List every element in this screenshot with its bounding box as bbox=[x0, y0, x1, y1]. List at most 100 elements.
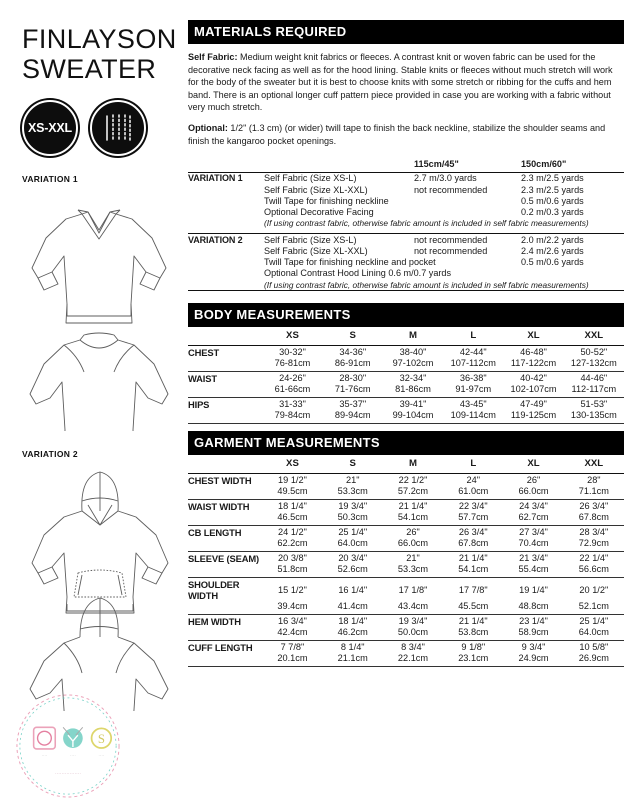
fabric-header-blank-2 bbox=[264, 158, 414, 172]
garment-size-header-xs: XS bbox=[286, 458, 299, 470]
garment-cell-metric: 72.9cm bbox=[578, 538, 609, 549]
garment-cell-metric: 26.9cm bbox=[578, 653, 609, 664]
body-cell: 38-40" bbox=[382, 344, 444, 358]
fabric-amount-150: 2.0 m/2.2 yards bbox=[521, 233, 624, 246]
garment-row-label-metric bbox=[188, 627, 262, 641]
body-cell-metric: 102-107cm bbox=[510, 383, 557, 394]
body-size-header-xl: XL bbox=[527, 329, 540, 341]
fabric-group-spacer bbox=[188, 245, 264, 256]
table-row: 51.8cm 52.6cm 53.3cm 54.1cm 55.4cm 56.6c… bbox=[188, 564, 624, 578]
garment-row-label: CB LENGTH bbox=[188, 525, 263, 539]
garment-cell-metric: 67.8cm bbox=[578, 512, 609, 523]
garment-cell: 8 1/4" bbox=[322, 640, 383, 654]
fabric-amount-150: 2.4 m/2.6 yards bbox=[521, 245, 584, 256]
garment-cell-metric: 46.5cm bbox=[277, 512, 308, 523]
self-fabric-label: Self Fabric: bbox=[188, 52, 238, 62]
body-cell-metric: 127-132cm bbox=[570, 357, 617, 368]
body-cell-metric: 112-117cm bbox=[571, 383, 617, 394]
table-row: Optional Contrast Hood Lining 0.6 m/0.7 … bbox=[188, 268, 624, 279]
fabric-group-spacer bbox=[188, 195, 264, 206]
body-row-label: CHEST bbox=[188, 344, 263, 358]
body-row-label-metric bbox=[188, 384, 262, 398]
fabric-amount-150: 0.5 m/0.6 yards bbox=[521, 195, 584, 206]
garment-cell-metric: 54.1cm bbox=[397, 512, 429, 523]
optional-text: 1/2" (1.3 cm) (or wider) twill tape to f… bbox=[188, 122, 606, 146]
garment-row-label: CUFF LENGTH bbox=[188, 640, 263, 654]
garment-cell: 26" bbox=[382, 525, 444, 539]
fabric-amount-150: 2.3 m/2.5 yards bbox=[521, 171, 624, 184]
fabric-table-header-row: 115cm/45" 150cm/60" bbox=[188, 158, 624, 172]
body-size-header-s: S bbox=[349, 329, 356, 341]
garment-cell-metric: 57.2cm bbox=[397, 486, 429, 497]
garment-cell: 21 1/4" bbox=[443, 551, 504, 565]
svg-text:················: ················ bbox=[55, 771, 81, 776]
garment-cell: 21" bbox=[322, 473, 383, 487]
body-cell: 44-46" bbox=[563, 370, 624, 384]
garment-cell-metric: 54.1cm bbox=[458, 564, 489, 575]
garment-cell: 16 1/4" bbox=[322, 577, 383, 602]
garment-row-label-metric bbox=[188, 512, 262, 526]
body-cell: 39-41" bbox=[382, 396, 444, 410]
fabric-amount-150: 2.3 m/2.5 yards bbox=[521, 184, 584, 195]
garment-cell: 8 3/4" bbox=[382, 640, 444, 654]
garment-cell-metric: 48.8cm bbox=[518, 601, 549, 612]
table-row: (If using contrast fabric, otherwise fab… bbox=[188, 218, 624, 229]
garment-row-label-metric bbox=[188, 538, 262, 552]
fabric-item: Self Fabric (Size XS-L) bbox=[264, 233, 414, 246]
garment-size-header-blank bbox=[188, 455, 262, 474]
svg-text:····: ···· bbox=[70, 753, 76, 758]
variation-2-label: VARIATION 2 bbox=[22, 449, 78, 459]
body-size-header-l: L bbox=[470, 329, 477, 341]
garment-cell: 19 1/2" bbox=[262, 473, 323, 487]
table-row: (If using contrast fabric, otherwise fab… bbox=[188, 279, 624, 291]
garment-cell: 28 3/4" bbox=[563, 525, 624, 539]
body-cell-metric: 81-86cm bbox=[395, 383, 431, 394]
garment-cell-metric: 53.8cm bbox=[458, 627, 489, 638]
fabric-group-spacer bbox=[188, 184, 264, 195]
garment-table-bottom-rule bbox=[188, 666, 624, 668]
table-row: Self Fabric (Size XL-XXL) not recommende… bbox=[188, 245, 624, 256]
body-cell-metric: 109-114cm bbox=[450, 409, 496, 420]
table-row: Twill Tape for finishing neckline 0.5 m/… bbox=[188, 195, 624, 206]
body-size-header-m: M bbox=[408, 329, 417, 341]
garment-cell-metric: 20.1cm bbox=[277, 653, 308, 664]
garment-cell-metric: 42.4cm bbox=[277, 627, 308, 638]
garment-cell: 20 3/4" bbox=[322, 551, 383, 565]
body-cell-metric: 119-125cm bbox=[510, 409, 557, 420]
fabric-group-spacer bbox=[188, 268, 264, 279]
garment-cell-metric: 50.3cm bbox=[337, 512, 368, 523]
garment-row-label: WAIST WIDTH bbox=[188, 499, 263, 513]
garment-cell-metric: 52.6cm bbox=[337, 564, 368, 575]
table-row: 49.5cm 53.3cm 57.2cm 61.0cm 66.0cm 71.1c… bbox=[188, 486, 624, 500]
body-cell-metric: 91-97cm bbox=[455, 383, 492, 394]
body-size-header-row: XS S M L XL XXL bbox=[188, 327, 624, 346]
garment-cell-metric: 41.4cm bbox=[337, 601, 368, 612]
fabric-amount-115: not recommended bbox=[414, 184, 488, 195]
garment-size-header-l: L bbox=[470, 458, 477, 470]
svg-text:····: ···· bbox=[41, 753, 47, 758]
body-cell-metric: 89-94cm bbox=[334, 409, 371, 420]
body-cell-metric: 97-102cm bbox=[392, 357, 434, 368]
body-cell-metric: 117-122cm bbox=[510, 357, 557, 368]
garment-cell-metric: 62.2cm bbox=[277, 538, 308, 549]
fabric-table-bottom-rule bbox=[188, 290, 624, 295]
garment-cell-metric: 51.8cm bbox=[277, 564, 308, 575]
optional-label: Optional: bbox=[188, 122, 228, 133]
fabric-header-blank bbox=[188, 158, 264, 172]
table-row: VARIATION 2 Self Fabric (Size XS-L) not … bbox=[188, 233, 624, 246]
garment-cell-metric: 62.7cm bbox=[518, 512, 549, 523]
garment-cell: 18 1/4" bbox=[322, 614, 383, 628]
garment-cell: 26" bbox=[503, 473, 564, 487]
body-cell-metric: 107-112cm bbox=[450, 357, 496, 368]
table-row: 20.1cm 21.1cm 22.1cm 23.1cm 24.9cm 26.9c… bbox=[188, 653, 624, 667]
thread-theory-watermark: S ···· ···· ···· ················ bbox=[16, 694, 120, 798]
garment-cell-metric: 58.9cm bbox=[518, 627, 549, 638]
body-cell-metric: 71-76cm bbox=[334, 383, 371, 394]
garment-cell: 24" bbox=[443, 473, 504, 487]
garment-cell: 22 1/4" bbox=[563, 551, 624, 565]
body-cell: 46-48" bbox=[503, 344, 564, 358]
body-cell: 31-33" bbox=[262, 396, 323, 410]
fabric-group-note: (If using contrast fabric, otherwise fab… bbox=[264, 279, 589, 290]
garment-row-label: SLEEVE (SEAM) bbox=[188, 551, 263, 565]
body-cell: 42-44" bbox=[443, 344, 504, 358]
